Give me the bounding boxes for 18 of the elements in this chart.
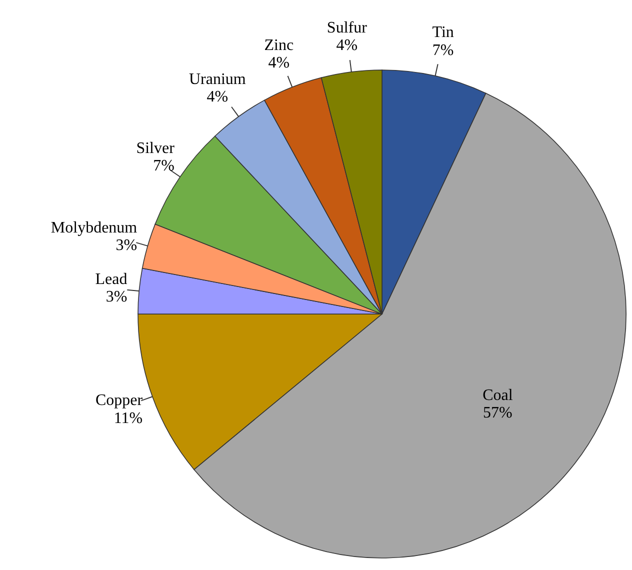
data-label: 3% [116, 236, 138, 254]
slice-label: Copper [95, 392, 144, 410]
data-label: 4% [336, 37, 358, 54]
slice-label: Sulfur [326, 20, 368, 37]
slice-label: Molybdenum [50, 219, 138, 236]
slice-label: Uranium [188, 70, 246, 88]
data-label: 7% [153, 158, 174, 175]
slice-label: Coal [482, 387, 514, 404]
data-label: 7% [432, 42, 454, 59]
data-label: 11% [114, 410, 143, 427]
slice-label: Lead [95, 271, 128, 288]
data-label: 4% [268, 54, 290, 72]
data-label: 3% [106, 288, 128, 306]
data-label: 4% [206, 88, 228, 106]
slice-label: Zinc [264, 37, 294, 54]
slice-label: Tin [432, 24, 454, 42]
data-label: 57% [483, 404, 512, 422]
slice-label: Silver [136, 140, 176, 158]
